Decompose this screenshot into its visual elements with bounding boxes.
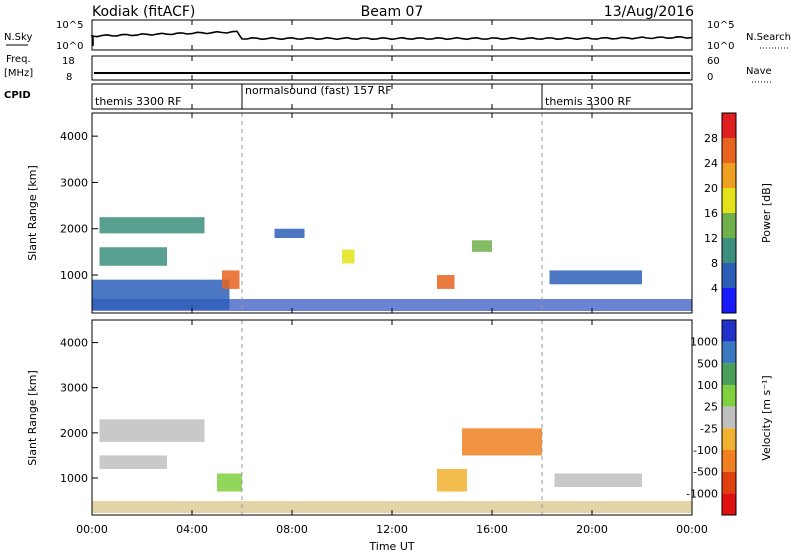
time-axis-label: Time UT xyxy=(368,540,414,553)
velocity-patch xyxy=(554,473,642,488)
power-colorbar-segment xyxy=(722,263,736,288)
velocity-colorbar-segment xyxy=(722,493,736,515)
power-ytick-label: 3000 xyxy=(60,176,88,189)
velocity-ytick-label: 1000 xyxy=(60,472,88,485)
velocity-colorbar-segment xyxy=(722,320,736,342)
nave-tick-top: 60 xyxy=(707,56,720,67)
velocity-colorbar-tick: -100 xyxy=(693,444,718,457)
search-noise-label: N.Search xyxy=(746,32,791,43)
freq-label: Freq. xyxy=(6,54,31,65)
power-colorbar-tick: 20 xyxy=(704,182,718,195)
power-ytick-label: 2000 xyxy=(60,223,88,236)
freq-unit: [MHz] xyxy=(4,68,33,79)
cpid-label: CPID xyxy=(4,90,31,101)
velocity-colorbar-segment xyxy=(722,471,736,494)
nave-label: Nave xyxy=(746,66,772,77)
power-patch xyxy=(274,228,305,238)
nave-tick-bottom: 0 xyxy=(707,72,713,83)
sky-noise-label: N.Sky xyxy=(4,32,32,43)
velocity-colorbar-tick: -25 xyxy=(700,422,718,435)
power-ytick-label: 4000 xyxy=(60,130,88,143)
power-ytick-label: 1000 xyxy=(60,269,88,282)
time-tick-label: 00:00 xyxy=(76,523,108,536)
beam-title: Beam 07 xyxy=(361,4,424,20)
velocity-colorbar-label: Velocity [m s⁻¹] xyxy=(760,375,773,460)
velocity-ytick-label: 3000 xyxy=(60,382,88,395)
station-title: Kodiak (fitACF) xyxy=(92,4,195,20)
velocity-patch xyxy=(437,468,467,492)
velocity-ytick-label: 4000 xyxy=(60,337,88,350)
power-patch xyxy=(99,217,205,234)
sky-tick-bottom: 10^0 xyxy=(56,41,83,52)
power-ylabel: Slant Range [km] xyxy=(26,165,39,261)
velocity-colorbar-tick: -1000 xyxy=(686,487,718,500)
velocity-patch xyxy=(99,419,205,442)
velocity-colorbar: 1000 500 100 25 -25 -100 -500 -1000 xyxy=(686,319,737,516)
cpid-segment-2: normalsound (fast) 157 RF xyxy=(245,84,392,97)
sky-tick-top: 10^5 xyxy=(56,20,83,31)
power-colorbar-segment xyxy=(722,213,736,238)
power-colorbar-tick: 4 xyxy=(711,282,718,295)
time-axis: 00:00 04:00 08:00 12:00 16:00 20:00 00:00 xyxy=(76,20,708,536)
power-colorbar-tick: 8 xyxy=(711,257,718,270)
velocity-colorbar-tick: 500 xyxy=(697,357,718,370)
freq-tick-bottom: 8 xyxy=(66,72,72,83)
power-patch xyxy=(437,275,455,289)
power-colorbar-label: Power [dB] xyxy=(760,183,773,243)
time-tick-label: 16:00 xyxy=(476,523,508,536)
time-tick-label: 08:00 xyxy=(276,523,308,536)
velocity-colorbar-frame xyxy=(721,319,737,516)
power-yticks: 1000 2000 3000 4000 xyxy=(60,130,98,282)
cpid-segment-3: themis 3300 RF xyxy=(545,95,632,108)
power-data-layer xyxy=(92,113,692,313)
velocity-colorbar-tick: 25 xyxy=(704,401,718,414)
power-colorbar-segment xyxy=(722,163,736,188)
power-patch xyxy=(549,270,642,285)
velocity-colorbar-segment xyxy=(722,341,736,364)
time-tick-label: 12:00 xyxy=(376,523,408,536)
power-patch xyxy=(92,279,230,310)
power-patch xyxy=(472,240,492,252)
velocity-colorbar-segment xyxy=(722,406,736,429)
velocity-patch xyxy=(99,455,167,469)
power-patch xyxy=(222,270,240,289)
power-colorbar: 4 8 12 16 20 24 28 xyxy=(704,112,737,314)
velocity-data-layer xyxy=(92,320,692,515)
sky-noise-trace xyxy=(90,30,693,46)
power-colorbar-tick: 24 xyxy=(704,157,718,170)
time-tick-label: 00:00 xyxy=(676,523,708,536)
cpid-segment-1: themis 3300 RF xyxy=(95,95,182,108)
search-tick-bottom: 10^0 xyxy=(707,41,734,52)
power-colorbar-segment xyxy=(722,113,736,138)
velocity-colorbar-tick: -500 xyxy=(693,466,718,479)
power-colorbar-tick: 28 xyxy=(704,132,718,145)
power-colorbar-frame xyxy=(721,112,737,314)
velocity-ytick-label: 2000 xyxy=(60,427,88,440)
velocity-yticks: 1000 2000 3000 4000 xyxy=(60,337,98,485)
power-colorbar-segment xyxy=(722,138,736,163)
velocity-colorbar-segment xyxy=(722,363,736,385)
velocity-patch xyxy=(462,428,542,456)
velocity-patch xyxy=(217,473,242,492)
velocity-colorbar-tick: 100 xyxy=(697,379,718,392)
power-colorbar-segment xyxy=(722,288,736,313)
velocity-colorbar-tick: 1000 xyxy=(690,336,718,349)
time-tick-label: 20:00 xyxy=(576,523,608,536)
velocity-colorbar-segment xyxy=(722,385,736,407)
power-colorbar-tick: 12 xyxy=(704,232,718,245)
velocity-colorbar-segment xyxy=(722,428,736,450)
power-colorbar-segment xyxy=(722,238,736,263)
time-tick-label: 04:00 xyxy=(176,523,208,536)
power-patch xyxy=(99,247,167,266)
velocity-ylabel: Slant Range [km] xyxy=(26,370,39,466)
power-patch xyxy=(342,249,355,264)
power-colorbar-tick: 16 xyxy=(704,207,718,220)
freq-tick-top: 18 xyxy=(62,56,75,67)
date-title: 13/Aug/2016 xyxy=(604,4,694,20)
search-tick-top: 10^5 xyxy=(707,20,734,31)
power-colorbar-segment xyxy=(722,188,736,213)
velocity-colorbar-segment xyxy=(722,450,736,472)
